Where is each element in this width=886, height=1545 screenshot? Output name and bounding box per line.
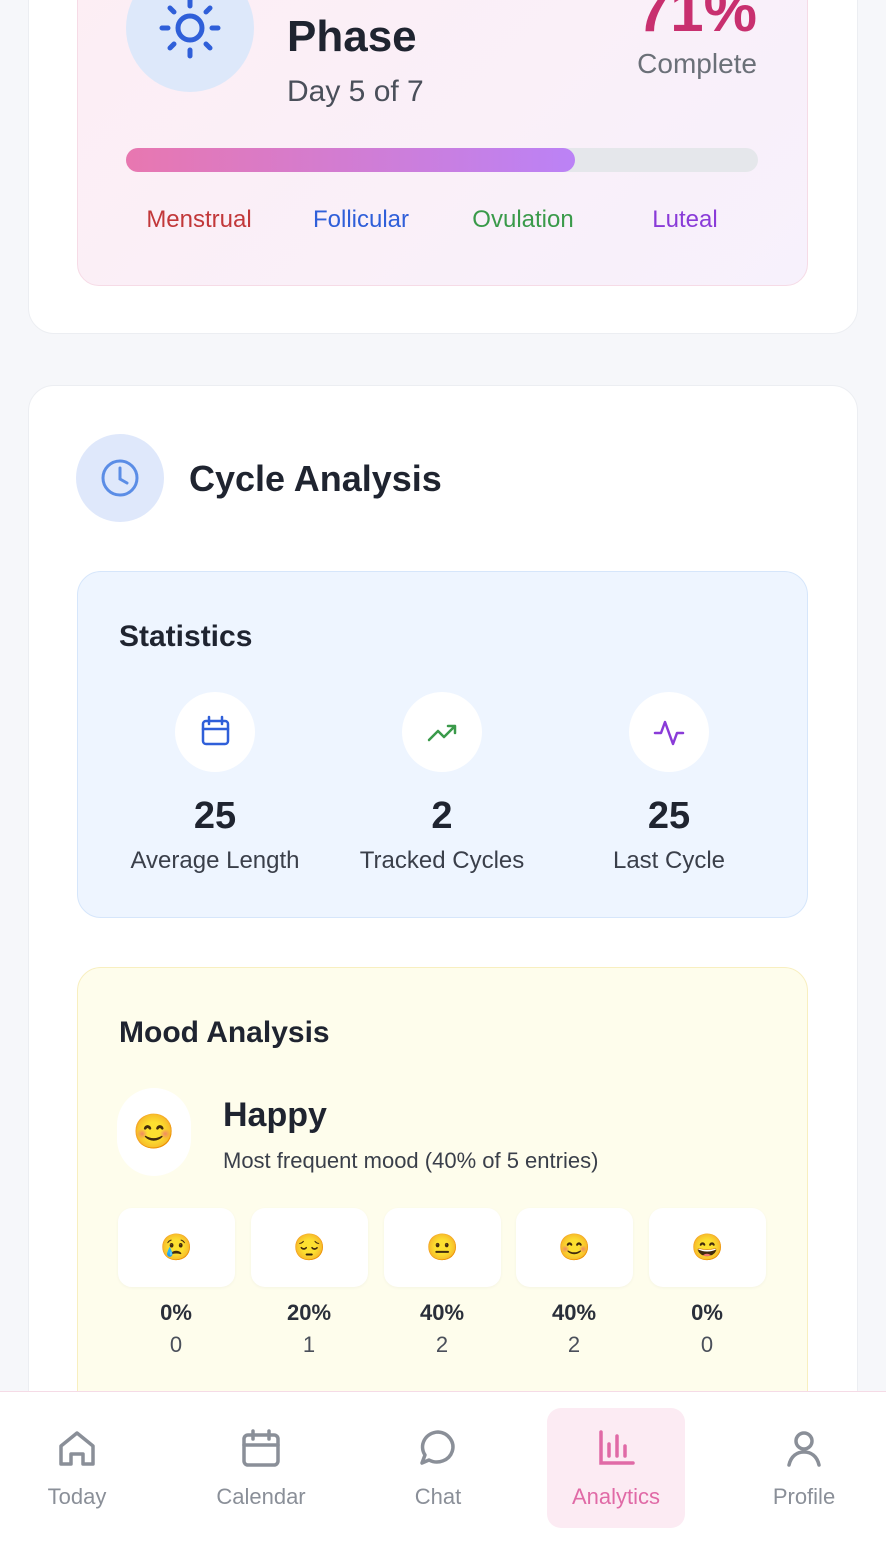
mood-percent: 0% [691,1300,723,1325]
progress-percent: 71% [636,0,757,44]
nav-icon[interactable] [57,1428,97,1468]
nav-icon[interactable] [596,1428,636,1468]
phase-label: Luteal [652,206,718,233]
trend-icon [402,692,482,772]
mood-percent: 40% [419,1300,465,1325]
stat-label: Average Length [130,847,300,874]
phase-title: Phase [287,12,417,61]
analysis-title: Cycle Analysis [189,458,442,499]
sun-circle [126,0,254,92]
clock-icon [101,459,139,497]
nav-active-bg [547,1408,685,1528]
phase-label: Menstrual [146,206,252,233]
stat-value: 25 [193,795,237,837]
mood-count: 2 [435,1332,449,1357]
phase-day: Day 5 of 7 [287,75,424,108]
mood-count: 1 [302,1332,316,1357]
stat-label: Last Cycle [612,847,726,874]
sun-icon [159,0,221,59]
nav-item[interactable]: Analytics [571,1484,661,1509]
bottom-nav [0,1391,886,1545]
mood-title: Mood Analysis [119,1016,330,1049]
nav-icon[interactable] [241,1428,281,1468]
top-mood: Happy [223,1096,327,1134]
mood-description: Most frequent mood (40% of 5 entries) [223,1148,599,1173]
mood-tile: 😢 [118,1208,235,1287]
nav-item[interactable]: Profile [772,1484,836,1509]
mood-percent: 20% [286,1300,332,1325]
nav-item[interactable]: Today [47,1484,107,1509]
nav-item[interactable]: Calendar [216,1484,306,1509]
nav-icon[interactable] [418,1428,458,1468]
mood-tile: 😐 [384,1208,501,1287]
statistics-title: Statistics [119,620,253,653]
stat-value: 2 [431,795,453,837]
phase-label: Follicular [312,206,410,233]
mood-tile: 😄 [649,1208,766,1287]
progress-fill [126,148,575,172]
nav-icon[interactable] [784,1428,824,1468]
mood-count: 2 [567,1332,581,1357]
mood-percent: 40% [551,1300,597,1325]
mood-tile: 😔 [251,1208,368,1287]
mood-percent: 0% [160,1300,192,1325]
top-mood-emoji: 😊 [117,1088,191,1176]
clock-circle [76,434,164,522]
calendar-icon [175,692,255,772]
phase-label: Ovulation [472,206,574,233]
mood-count: 0 [169,1332,183,1357]
progress-track [126,148,758,172]
nav-item[interactable]: Chat [414,1484,462,1509]
mood-tile: 😊 [516,1208,633,1287]
pulse-icon [629,692,709,772]
stat-label: Tracked Cycles [359,847,525,874]
stat-value: 25 [647,795,691,837]
progress-caption: Complete [637,48,757,79]
mood-count: 0 [700,1332,714,1357]
